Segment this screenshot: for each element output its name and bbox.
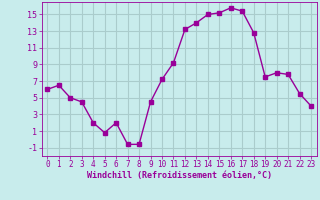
X-axis label: Windchill (Refroidissement éolien,°C): Windchill (Refroidissement éolien,°C) [87, 171, 272, 180]
